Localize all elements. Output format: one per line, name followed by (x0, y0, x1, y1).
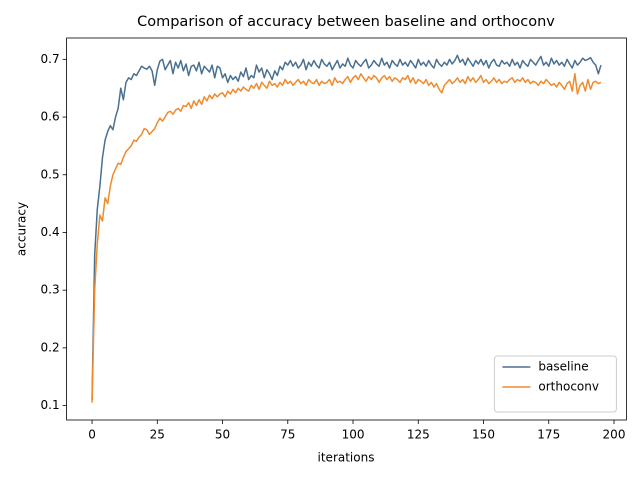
line-series (91, 54, 602, 400)
y-tick-label: 0.1 (41, 398, 60, 412)
x-axis-label: iterations (318, 451, 375, 465)
x-tick-label: 25 (150, 428, 165, 442)
x-tick-label: 50 (215, 428, 230, 442)
plot-frame (66, 37, 627, 421)
x-tick-label: 150 (472, 428, 495, 442)
y-tick-label: 0.6 (41, 110, 60, 124)
chart-title: Comparison of accuracy between baseline … (137, 14, 555, 30)
x-tick-label: 175 (537, 428, 560, 442)
x-tick-label: 125 (407, 428, 430, 442)
legend-box (493, 355, 617, 413)
y-tick-label: 0.7 (41, 52, 60, 66)
y-axis-label: accuracy (15, 202, 29, 256)
y-tick-label: 0.5 (41, 167, 60, 181)
y-tick-label: 0.3 (41, 283, 60, 297)
legend-label: orthoconv (538, 380, 599, 394)
y-tick-label: 0.4 (41, 225, 60, 239)
x-tick-label: 100 (342, 428, 365, 442)
x-tick-label: 200 (603, 428, 626, 442)
x-tick-label: 75 (280, 428, 295, 442)
line-series (91, 73, 602, 403)
x-tick-label: 0 (88, 428, 96, 442)
y-tick-label: 0.2 (41, 340, 60, 354)
legend-label: baseline (538, 360, 588, 374)
